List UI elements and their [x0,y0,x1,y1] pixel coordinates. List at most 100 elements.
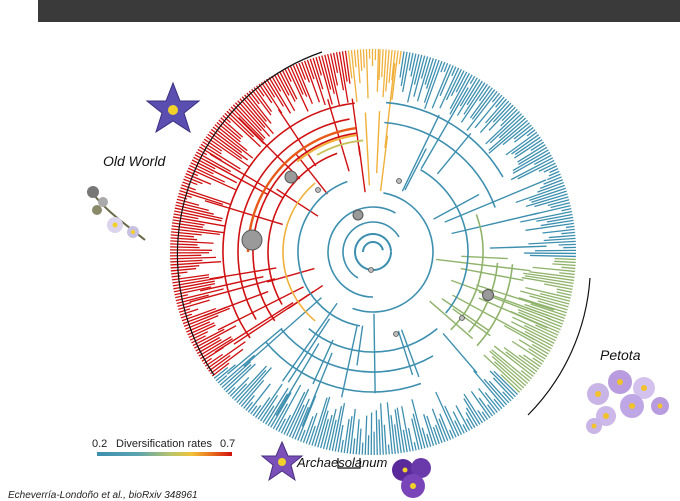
tree-branch [218,376,227,383]
tree-branch [488,405,495,415]
tree-branch [171,235,194,237]
tree-branch [562,267,576,268]
tree-branch [379,49,380,80]
tree-branch [384,425,386,455]
tree-branch [512,317,556,338]
tree-branch [359,429,361,455]
tree-branch [490,246,547,248]
tree-branches [170,49,576,455]
tree-branch [253,405,261,416]
tree-branch [443,333,477,372]
tree-branch [461,269,524,281]
tree-arc [421,170,469,313]
tree-branch [559,244,576,245]
tree-branch [562,209,572,211]
tree-branch [363,49,364,68]
tree-branch [269,78,290,114]
tree-branch [544,284,572,289]
tree-branch [520,212,572,223]
tree-branch [492,93,499,102]
legend-min-value: 0.2 [92,438,107,450]
tree-branch [170,238,197,240]
tree-branch [549,235,575,237]
legend-color-bar [97,452,232,456]
tree-branch [455,421,462,435]
tree-branch [209,268,276,279]
tree-branch [544,166,557,172]
tree-branch [381,403,384,454]
tree-arc [363,242,383,252]
tree-branch [171,266,200,268]
tree-branch [561,232,575,233]
rate-shift-node [316,188,321,193]
tree-branch [227,111,254,137]
tree-arc [238,119,350,319]
tree-branch [554,261,576,262]
tree-branch [224,365,251,390]
tree-branch [528,241,575,243]
tree-branch [374,314,375,393]
tree-branch [479,398,492,416]
tree-branch [559,273,575,275]
tree-branch [467,81,482,105]
tree-branch [357,326,363,366]
tree-branch [230,377,249,396]
tree-arc [268,153,337,304]
tree-branch [408,54,419,102]
rate-shift-node [483,290,494,301]
tree-branch [170,247,200,248]
tree-branch [421,56,427,78]
citation: Echeverría-Londoño et al., bioRxiv 34896… [8,490,198,501]
legend-max-value: 0.7 [220,438,235,450]
rate-shift-node [394,332,399,337]
tree-branch [177,199,199,205]
rate-shift-node [285,171,297,183]
tree-branch [494,399,502,409]
tree-branch [362,443,363,455]
tree-branch [444,63,447,72]
old-world-label: Old World [103,153,165,169]
tree-branch [357,50,360,84]
tree-branch [379,419,380,454]
tree-branch [180,309,198,315]
tree-arc [328,207,395,297]
tree-branch [285,69,291,82]
tree-branch [414,56,425,97]
tree-branch [212,363,229,376]
tree-branch [277,73,289,95]
tree-branch [279,419,286,432]
tree-branch [377,49,378,92]
purple-star-flower-icon [147,83,199,132]
tree-branch [360,49,361,70]
rate-shift-node [369,268,374,273]
tree-branch [399,51,401,64]
tree-branch [478,410,485,421]
archaesolanum-label: Archaesolanum [297,455,387,470]
tree-branch [557,289,572,292]
tree-branch [544,238,576,240]
tree-branch [287,389,309,436]
tree-branch [341,440,343,453]
tree-branch [299,63,306,80]
tree-branch [414,442,416,450]
tree-branch [530,255,576,256]
tree-branch [171,269,196,271]
tree-branch [514,125,531,139]
tree-branch [354,50,356,68]
tree-branch [405,149,426,190]
white-flower-spray-icon [87,186,145,240]
tree-branch [566,226,574,227]
tree-arc [298,182,360,326]
tree-branch [353,438,355,454]
rate-shift-node [353,210,363,220]
tree-branch [267,269,314,282]
tree-branch [531,191,566,202]
tree-branch [381,136,388,191]
rate-shift-node [397,179,402,184]
tree-branch [356,419,359,454]
rate-shift-node [242,230,262,250]
rate-shift-node [460,316,465,321]
tree-branch [351,50,357,102]
tree-branch [259,84,272,103]
